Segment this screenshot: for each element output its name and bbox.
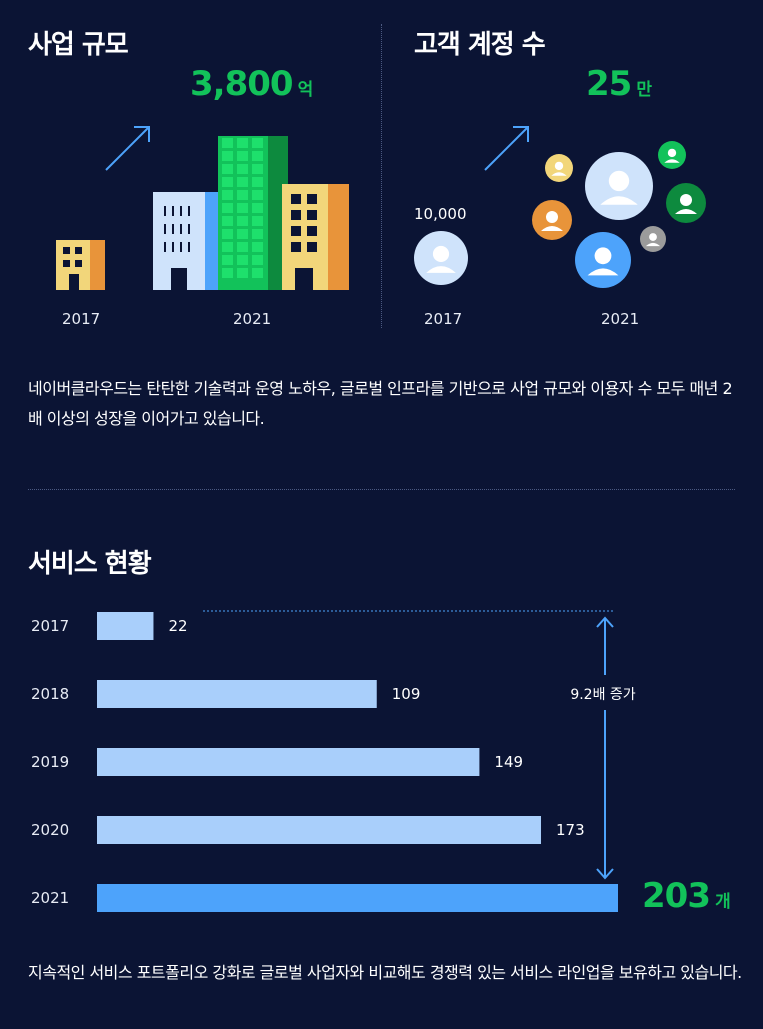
- business-illustration: [56, 126, 349, 290]
- tower-window: [252, 229, 263, 239]
- bar: [97, 816, 542, 844]
- accounts-value: 25 만: [586, 64, 652, 104]
- tower-window: [222, 151, 233, 161]
- section-divider: [381, 24, 382, 328]
- services-final-number: 203: [642, 876, 711, 916]
- bar-category-label: 2019: [31, 753, 69, 771]
- bar: [97, 748, 480, 776]
- user-avatar-icon: [575, 232, 631, 288]
- bar-value-label: 22: [168, 617, 187, 635]
- services-final-value: 203 개: [642, 876, 731, 916]
- bar-category-label: 2018: [31, 685, 69, 703]
- tower-window: [252, 203, 263, 213]
- business-year-to: 2021: [233, 310, 272, 328]
- tower-window: [252, 138, 263, 148]
- business-value-unit: 억: [297, 80, 314, 100]
- services-footer: 지속적인 서비스 포트폴리오 강화로 글로벌 사업자와 비교해도 경쟁력 있는 …: [28, 963, 742, 982]
- accounts-value-number: 25: [586, 64, 632, 104]
- growth-arrow-icon: [105, 126, 150, 171]
- bar-category-label: 2017: [31, 617, 69, 635]
- bar: [97, 680, 377, 708]
- accounts-start-value: 10,000: [414, 205, 467, 223]
- tower-window: [237, 164, 248, 174]
- bar-value-label: 173: [556, 821, 585, 839]
- tower-window: [237, 138, 248, 148]
- tower-window: [252, 268, 263, 278]
- accounts-title: 고객 계정 수: [414, 30, 546, 60]
- tower-window: [222, 242, 233, 252]
- user-avatar-icon: [666, 183, 706, 223]
- tower-window: [222, 229, 233, 239]
- tower-window: [237, 190, 248, 200]
- growth-range-arrow-icon: [596, 616, 614, 880]
- user-avatar-icon: [585, 152, 653, 220]
- bar: [97, 612, 154, 640]
- business-title: 사업 규모: [28, 30, 129, 60]
- business-year-from: 2017: [62, 310, 101, 328]
- user-avatar-icon: [532, 200, 572, 240]
- growth-label: 9.2배 증가: [570, 687, 635, 703]
- tower-window: [222, 138, 233, 148]
- accounts-year-from: 2017: [424, 310, 463, 328]
- tower-window: [252, 242, 263, 252]
- tower-window: [252, 216, 263, 226]
- user-avatar-icon: [414, 231, 468, 285]
- accounts-year-to: 2021: [601, 310, 640, 328]
- tower-window: [222, 177, 233, 187]
- tower-building-icon: [218, 136, 288, 290]
- tower-window: [237, 229, 248, 239]
- business-value: 3,800 억: [190, 64, 313, 104]
- bar-value-label: 109: [392, 685, 421, 703]
- tower-window: [252, 151, 263, 161]
- tower-window: [252, 164, 263, 174]
- tower-window: [237, 255, 248, 265]
- user-avatar-icon: [658, 141, 686, 169]
- accounts-value-unit: 만: [636, 80, 653, 100]
- yellow-building-icon: [282, 184, 349, 290]
- tower-window: [237, 177, 248, 187]
- growth-description: 네이버클라우드는 탄탄한 기술력과 운영 노하우, 글로벌 인프라를 기반으로 …: [28, 379, 733, 428]
- tower-window: [237, 203, 248, 213]
- bar: [97, 884, 618, 912]
- tower-window: [222, 190, 233, 200]
- tower-window: [252, 255, 263, 265]
- tower-window: [237, 242, 248, 252]
- tower-window: [237, 151, 248, 161]
- office-building-icon: [153, 192, 221, 290]
- bar-category-label: 2020: [31, 821, 69, 839]
- horizontal-divider: [28, 489, 735, 490]
- tower-window: [237, 216, 248, 226]
- tower-window: [222, 203, 233, 213]
- accounts-illustration: [414, 126, 706, 288]
- business-value-number: 3,800: [190, 64, 294, 104]
- bar-value-label: 149: [494, 753, 523, 771]
- tower-window: [222, 268, 233, 278]
- tower-window: [222, 216, 233, 226]
- services-title: 서비스 현황: [28, 549, 152, 579]
- bar-category-label: 2021: [31, 889, 69, 907]
- small-building-icon: [56, 240, 105, 290]
- tower-window: [237, 268, 248, 278]
- services-final-unit: 개: [715, 892, 731, 912]
- user-avatar-icon: [640, 226, 666, 252]
- user-avatar-icon: [545, 154, 573, 182]
- tower-window: [222, 164, 233, 174]
- tower-window: [222, 255, 233, 265]
- tower-window: [252, 177, 263, 187]
- services-bar-chart: 2017 22 2018 109 2019 149 2020 173 2021 9.2배 증가: [31, 610, 636, 912]
- tower-window: [252, 190, 263, 200]
- growth-arrow-icon: [484, 126, 529, 171]
